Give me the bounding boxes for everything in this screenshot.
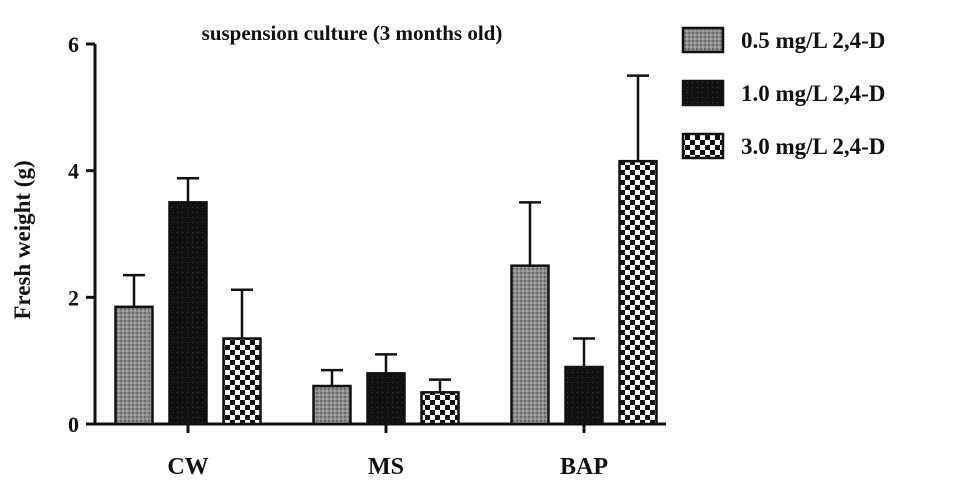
bar bbox=[312, 384, 352, 426]
bar bbox=[510, 264, 550, 426]
legend-label: 1.0 mg/L 2,4-D bbox=[741, 81, 885, 106]
y-axis-label: Fresh weight (g) bbox=[10, 160, 35, 319]
x-tick-label: CW bbox=[167, 454, 208, 480]
x-tick-label: BAP bbox=[560, 454, 608, 480]
bar bbox=[420, 391, 460, 426]
legend-label: 0.5 mg/L 2,4-D bbox=[741, 28, 885, 53]
bar bbox=[168, 201, 208, 426]
bar bbox=[222, 337, 262, 426]
legend-swatch bbox=[681, 132, 725, 160]
bar bbox=[366, 372, 406, 426]
legend-swatch bbox=[681, 79, 725, 107]
plot-area: 0 2 4 6 CW MS BAP bbox=[68, 32, 666, 480]
x-tick-label: MS bbox=[368, 454, 404, 480]
y-tick-label: 4 bbox=[68, 159, 79, 184]
y-tick-label: 0 bbox=[68, 412, 79, 437]
y-tick-label: 6 bbox=[68, 32, 79, 57]
bar bbox=[114, 305, 154, 426]
legend-swatch bbox=[681, 26, 725, 54]
legend-item: 3.0 mg/L 2,4-D bbox=[681, 132, 885, 160]
y-tick-label: 2 bbox=[68, 285, 79, 310]
legend-item: 0.5 mg/L 2,4-D bbox=[681, 26, 885, 54]
legend: 0.5 mg/L 2,4-D 1.0 mg/L 2,4-D 3.0 mg/L 2,4… bbox=[681, 26, 885, 160]
legend-item: 1.0 mg/L 2,4-D bbox=[681, 79, 885, 107]
bar bbox=[564, 365, 604, 426]
legend-label: 3.0 mg/L 2,4-D bbox=[741, 134, 885, 159]
bar bbox=[618, 159, 658, 426]
chart-title: suspension culture (3 months old) bbox=[202, 21, 503, 45]
